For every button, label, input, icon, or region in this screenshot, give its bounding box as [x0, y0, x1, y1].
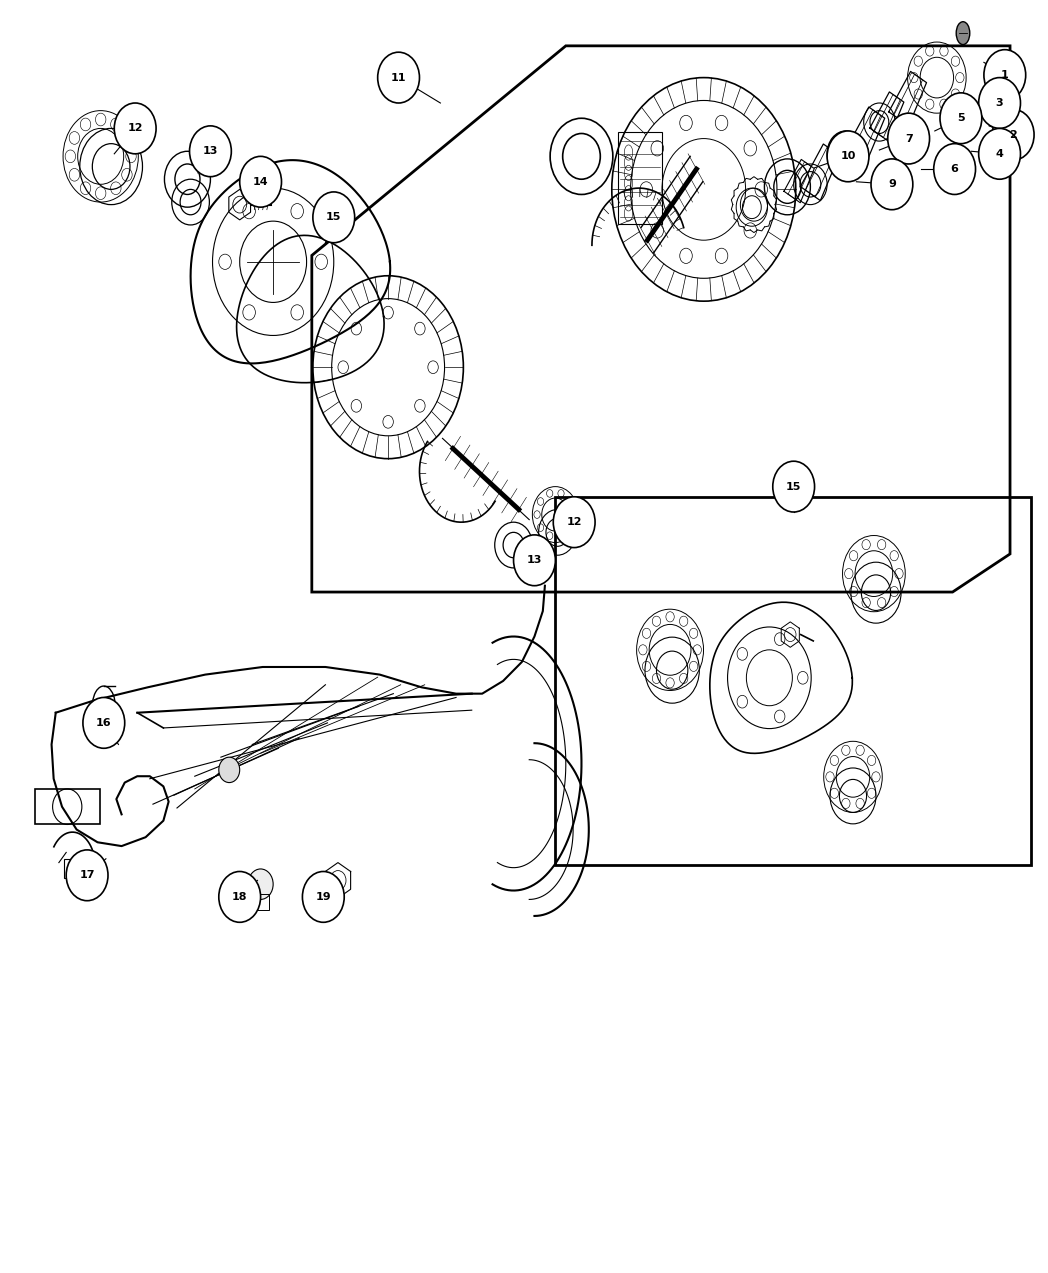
Circle shape — [83, 698, 125, 749]
Circle shape — [888, 113, 930, 164]
Text: 10: 10 — [840, 151, 856, 162]
Circle shape — [377, 52, 419, 103]
Text: 5: 5 — [957, 113, 965, 123]
Text: 15: 15 — [326, 213, 342, 223]
Text: 13: 13 — [527, 555, 542, 565]
Text: 15: 15 — [786, 481, 802, 491]
Bar — [555, 496, 1031, 866]
Text: 16: 16 — [96, 718, 112, 728]
Text: 1: 1 — [1001, 70, 1008, 80]
Bar — [64, 859, 85, 878]
Circle shape — [940, 93, 982, 144]
Ellipse shape — [956, 22, 969, 45]
Text: 2: 2 — [1009, 130, 1017, 140]
Circle shape — [553, 496, 595, 547]
Circle shape — [190, 126, 232, 177]
Bar — [35, 789, 100, 825]
Circle shape — [303, 872, 344, 923]
Text: 17: 17 — [80, 871, 95, 881]
Circle shape — [871, 159, 913, 210]
Text: 11: 11 — [391, 73, 407, 83]
Text: 4: 4 — [996, 149, 1004, 159]
Circle shape — [114, 103, 156, 154]
Text: 6: 6 — [951, 164, 959, 174]
Text: 3: 3 — [996, 98, 1003, 108]
Bar — [618, 132, 662, 224]
Circle shape — [248, 869, 274, 900]
Bar — [250, 895, 269, 910]
Text: 19: 19 — [315, 892, 331, 901]
Text: 13: 13 — [202, 146, 218, 157]
Circle shape — [772, 461, 814, 512]
Text: 18: 18 — [232, 892, 247, 901]
Circle shape — [979, 78, 1021, 129]
Text: 12: 12 — [566, 517, 582, 527]
Circle shape — [979, 129, 1021, 179]
Text: 14: 14 — [253, 177, 268, 187]
Circle shape — [219, 757, 240, 783]
Circle shape — [984, 50, 1026, 101]
Circle shape — [313, 192, 354, 243]
Circle shape — [934, 144, 976, 195]
Circle shape — [827, 131, 869, 182]
Text: 7: 7 — [904, 134, 913, 144]
Circle shape — [219, 872, 261, 923]
Circle shape — [240, 157, 282, 207]
Circle shape — [992, 109, 1034, 160]
Text: 9: 9 — [888, 179, 896, 190]
Circle shape — [66, 850, 108, 901]
Text: 12: 12 — [128, 123, 143, 134]
Circle shape — [514, 535, 555, 586]
